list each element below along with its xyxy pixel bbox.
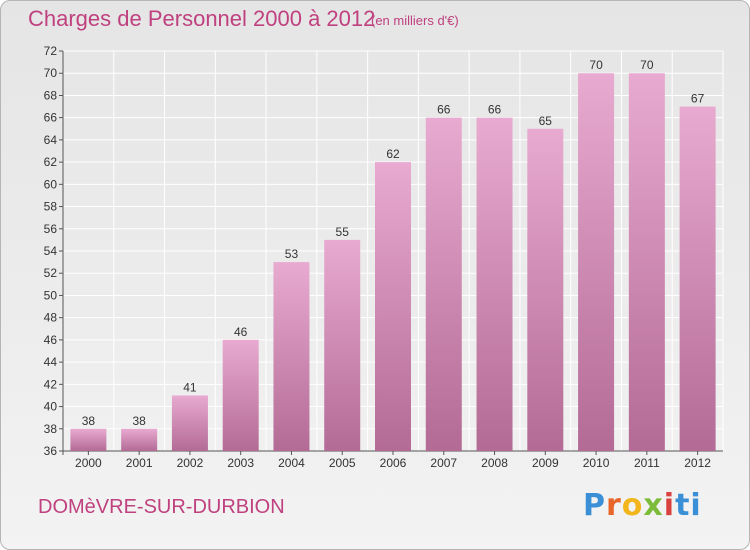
value-label: 67	[691, 92, 705, 106]
logo-letter: P	[583, 488, 606, 523]
y-tick-label: 46	[44, 333, 58, 347]
x-tick-label: 2011	[634, 456, 660, 470]
value-label: 70	[589, 58, 603, 72]
proxiti-logo[interactable]: Proxiti	[583, 488, 702, 523]
logo-letter: x	[643, 488, 664, 523]
x-tick-label: 2008	[481, 456, 508, 470]
bar	[679, 106, 716, 452]
y-tick-label: 58	[44, 200, 58, 214]
x-tick-label: 2007	[430, 456, 457, 470]
y-tick-label: 38	[44, 422, 58, 436]
y-tick-label: 60	[44, 177, 58, 191]
y-tick-label: 40	[44, 400, 58, 414]
y-tick-label: 70	[44, 66, 58, 80]
x-tick-label: 2001	[126, 456, 153, 470]
logo-letter: i	[663, 488, 676, 523]
logo-letter: r	[606, 488, 622, 523]
y-tick-label: 64	[44, 133, 58, 147]
value-label: 62	[386, 147, 400, 161]
logo-letter: i	[690, 488, 702, 523]
y-tick-label: 50	[44, 288, 58, 302]
bar	[425, 117, 462, 452]
y-tick-label: 52	[44, 266, 58, 280]
bar	[476, 117, 513, 452]
y-tick-label: 56	[44, 222, 58, 236]
value-label: 65	[539, 114, 553, 128]
logo-letter: t	[675, 488, 691, 523]
y-tick-label: 44	[44, 355, 58, 369]
y-tick-label: 54	[44, 244, 58, 258]
bar	[70, 428, 107, 451]
bar	[324, 239, 361, 451]
bar	[121, 428, 158, 451]
x-tick-label: 2004	[278, 456, 305, 470]
value-label: 66	[488, 103, 502, 117]
value-label: 53	[285, 247, 299, 261]
value-label: 70	[640, 58, 654, 72]
y-tick-label: 68	[44, 88, 58, 102]
bar	[171, 395, 208, 451]
y-tick-label: 42	[44, 377, 58, 391]
value-label: 41	[183, 380, 197, 394]
x-tick-label: 2005	[329, 456, 356, 470]
logo-letter: o	[621, 488, 644, 523]
y-tick-label: 72	[44, 44, 58, 58]
x-tick-label: 2003	[227, 456, 254, 470]
bars	[70, 73, 716, 452]
bar	[628, 73, 665, 451]
x-tick-label: 2009	[532, 456, 559, 470]
x-tick-label: 2002	[177, 456, 204, 470]
bar	[222, 339, 259, 451]
bar	[527, 128, 564, 451]
chart-unit: (en milliers d'€)	[371, 13, 459, 28]
bar	[578, 73, 615, 451]
bar	[273, 262, 310, 451]
labels: 36 38 40 42 44 46 48 50 52 54 56 58 60 62 64 66 68 70 72 38…	[44, 44, 712, 470]
y-tick-label: 62	[44, 155, 58, 169]
y-tick-label: 48	[44, 311, 58, 325]
value-label: 38	[82, 414, 96, 428]
chart-title: Charges de Personnel 2000 à 2012	[28, 6, 376, 31]
y-tick-label: 66	[44, 111, 58, 125]
value-label: 55	[336, 225, 350, 239]
x-tick-label: 2006	[380, 456, 407, 470]
value-label: 38	[132, 414, 146, 428]
x-tick-label: 2012	[684, 456, 711, 470]
y-tick-label: 36	[44, 444, 58, 458]
value-label: 66	[437, 103, 451, 117]
x-tick-label: 2010	[583, 456, 610, 470]
bar	[375, 162, 411, 451]
value-label: 46	[234, 325, 248, 339]
x-tick-label: 2000	[75, 456, 102, 470]
commune-name: DOMèVRE-SUR-DURBION	[38, 496, 285, 518]
